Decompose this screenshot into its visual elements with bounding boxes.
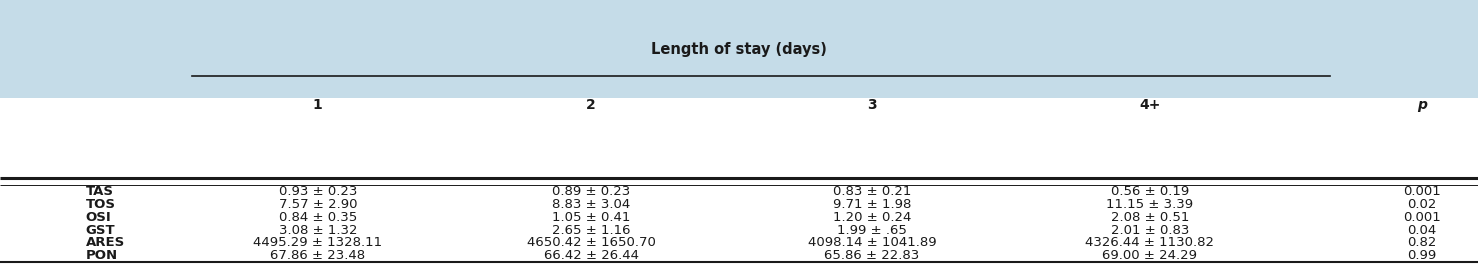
Text: 9.71 ± 1.98: 9.71 ± 1.98: [832, 198, 912, 211]
Text: 65.86 ± 22.83: 65.86 ± 22.83: [825, 249, 919, 262]
Text: 3.08 ± 1.32: 3.08 ± 1.32: [278, 224, 358, 237]
Text: 0.84 ± 0.35: 0.84 ± 0.35: [279, 211, 356, 224]
Text: ARES: ARES: [86, 236, 126, 250]
Text: TAS: TAS: [86, 185, 114, 198]
Text: OSI: OSI: [86, 211, 111, 224]
Text: 0.89 ± 0.23: 0.89 ± 0.23: [553, 185, 630, 198]
Text: 2.01 ± 0.83: 2.01 ± 0.83: [1110, 224, 1190, 237]
Text: 1.20 ± 0.24: 1.20 ± 0.24: [832, 211, 912, 224]
Text: 8.83 ± 3.04: 8.83 ± 3.04: [553, 198, 630, 211]
Text: 1.05 ± 0.41: 1.05 ± 0.41: [551, 211, 631, 224]
Text: 0.001: 0.001: [1403, 185, 1441, 198]
Text: 1: 1: [313, 98, 322, 112]
Text: 0.82: 0.82: [1407, 236, 1437, 250]
Text: 67.86 ± 23.48: 67.86 ± 23.48: [270, 249, 365, 262]
Text: 2.65 ± 1.16: 2.65 ± 1.16: [551, 224, 631, 237]
Text: 0.001: 0.001: [1403, 211, 1441, 224]
Text: 2: 2: [587, 98, 596, 112]
Text: 4098.14 ± 1041.89: 4098.14 ± 1041.89: [807, 236, 937, 250]
Text: 0.93 ± 0.23: 0.93 ± 0.23: [278, 185, 358, 198]
Text: 0.04: 0.04: [1407, 224, 1437, 237]
Text: 0.83 ± 0.21: 0.83 ± 0.21: [832, 185, 912, 198]
Text: 7.57 ± 2.90: 7.57 ± 2.90: [278, 198, 358, 211]
Text: 4495.29 ± 1328.11: 4495.29 ± 1328.11: [253, 236, 383, 250]
Text: p: p: [1417, 98, 1426, 112]
Text: 4326.44 ± 1130.82: 4326.44 ± 1130.82: [1085, 236, 1215, 250]
Text: GST: GST: [86, 224, 115, 237]
Text: 66.42 ± 26.44: 66.42 ± 26.44: [544, 249, 638, 262]
Text: 0.02: 0.02: [1407, 198, 1437, 211]
Text: 0.56 ± 0.19: 0.56 ± 0.19: [1111, 185, 1188, 198]
Text: 1.99 ± .65: 1.99 ± .65: [837, 224, 907, 237]
Text: Length of stay (days): Length of stay (days): [652, 42, 826, 57]
Text: 0.99: 0.99: [1407, 249, 1437, 262]
Text: 11.15 ± 3.39: 11.15 ± 3.39: [1107, 198, 1193, 211]
Text: 4650.42 ± 1650.70: 4650.42 ± 1650.70: [526, 236, 656, 250]
Bar: [0, 98, 1478, 276]
Text: TOS: TOS: [86, 198, 115, 211]
Text: 3: 3: [868, 98, 876, 112]
Text: 69.00 ± 24.29: 69.00 ± 24.29: [1103, 249, 1197, 262]
Text: 2.08 ± 0.51: 2.08 ± 0.51: [1110, 211, 1190, 224]
Text: PON: PON: [86, 249, 118, 262]
Text: 4+: 4+: [1140, 98, 1160, 112]
